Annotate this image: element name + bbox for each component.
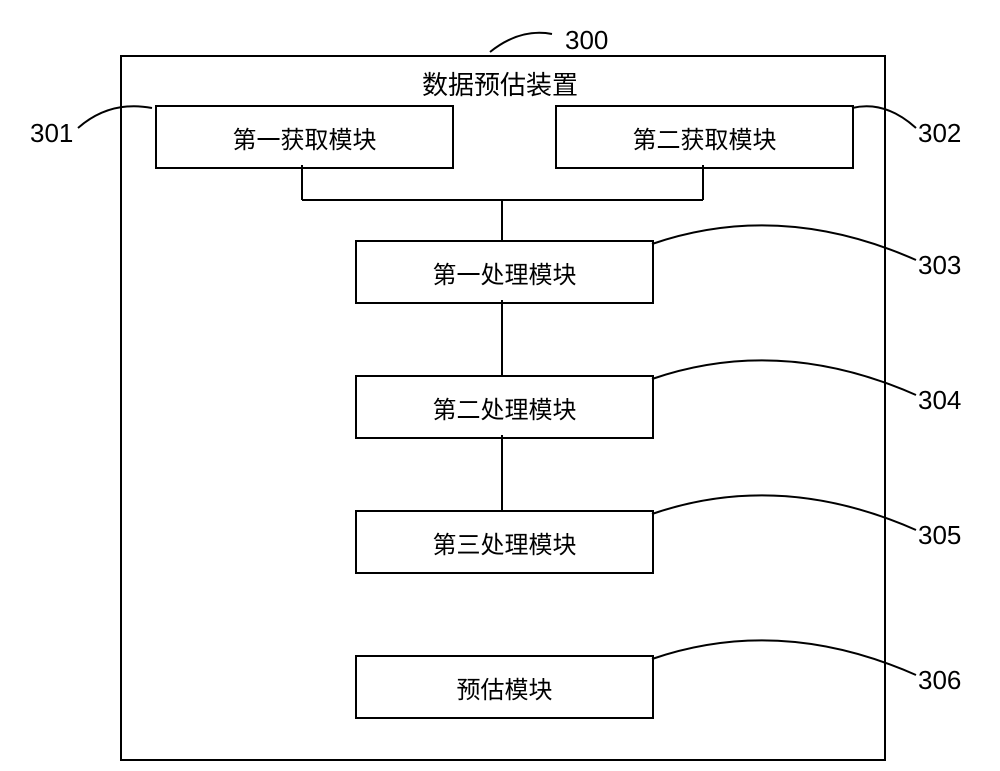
node-label: 预估模块: [457, 670, 553, 705]
node-label: 第二获取模块: [633, 120, 777, 155]
node-second-process: 第二处理模块: [355, 375, 654, 439]
ref-label-304: 304: [918, 385, 961, 416]
node-label: 第一处理模块: [433, 255, 577, 290]
node-first-acquire: 第一获取模块: [155, 105, 454, 169]
ref-label-301: 301: [30, 118, 73, 149]
node-first-process: 第一处理模块: [355, 240, 654, 304]
node-label: 第二处理模块: [433, 390, 577, 425]
ref-label-300: 300: [565, 25, 608, 56]
diagram-stage: 数据预估装置 第一获取模块 第二获取模块 第一处理模块 第二处理模块 第三处理模…: [0, 0, 1000, 771]
ref-label-303: 303: [918, 250, 961, 281]
node-third-process: 第三处理模块: [355, 510, 654, 574]
ref-label-306: 306: [918, 665, 961, 696]
ref-label-305: 305: [918, 520, 961, 551]
node-estimate: 预估模块: [355, 655, 654, 719]
node-label: 第一获取模块: [233, 120, 377, 155]
ref-label-302: 302: [918, 118, 961, 149]
node-label: 第三处理模块: [433, 525, 577, 560]
node-second-acquire: 第二获取模块: [555, 105, 854, 169]
diagram-title: 数据预估装置: [380, 65, 620, 102]
